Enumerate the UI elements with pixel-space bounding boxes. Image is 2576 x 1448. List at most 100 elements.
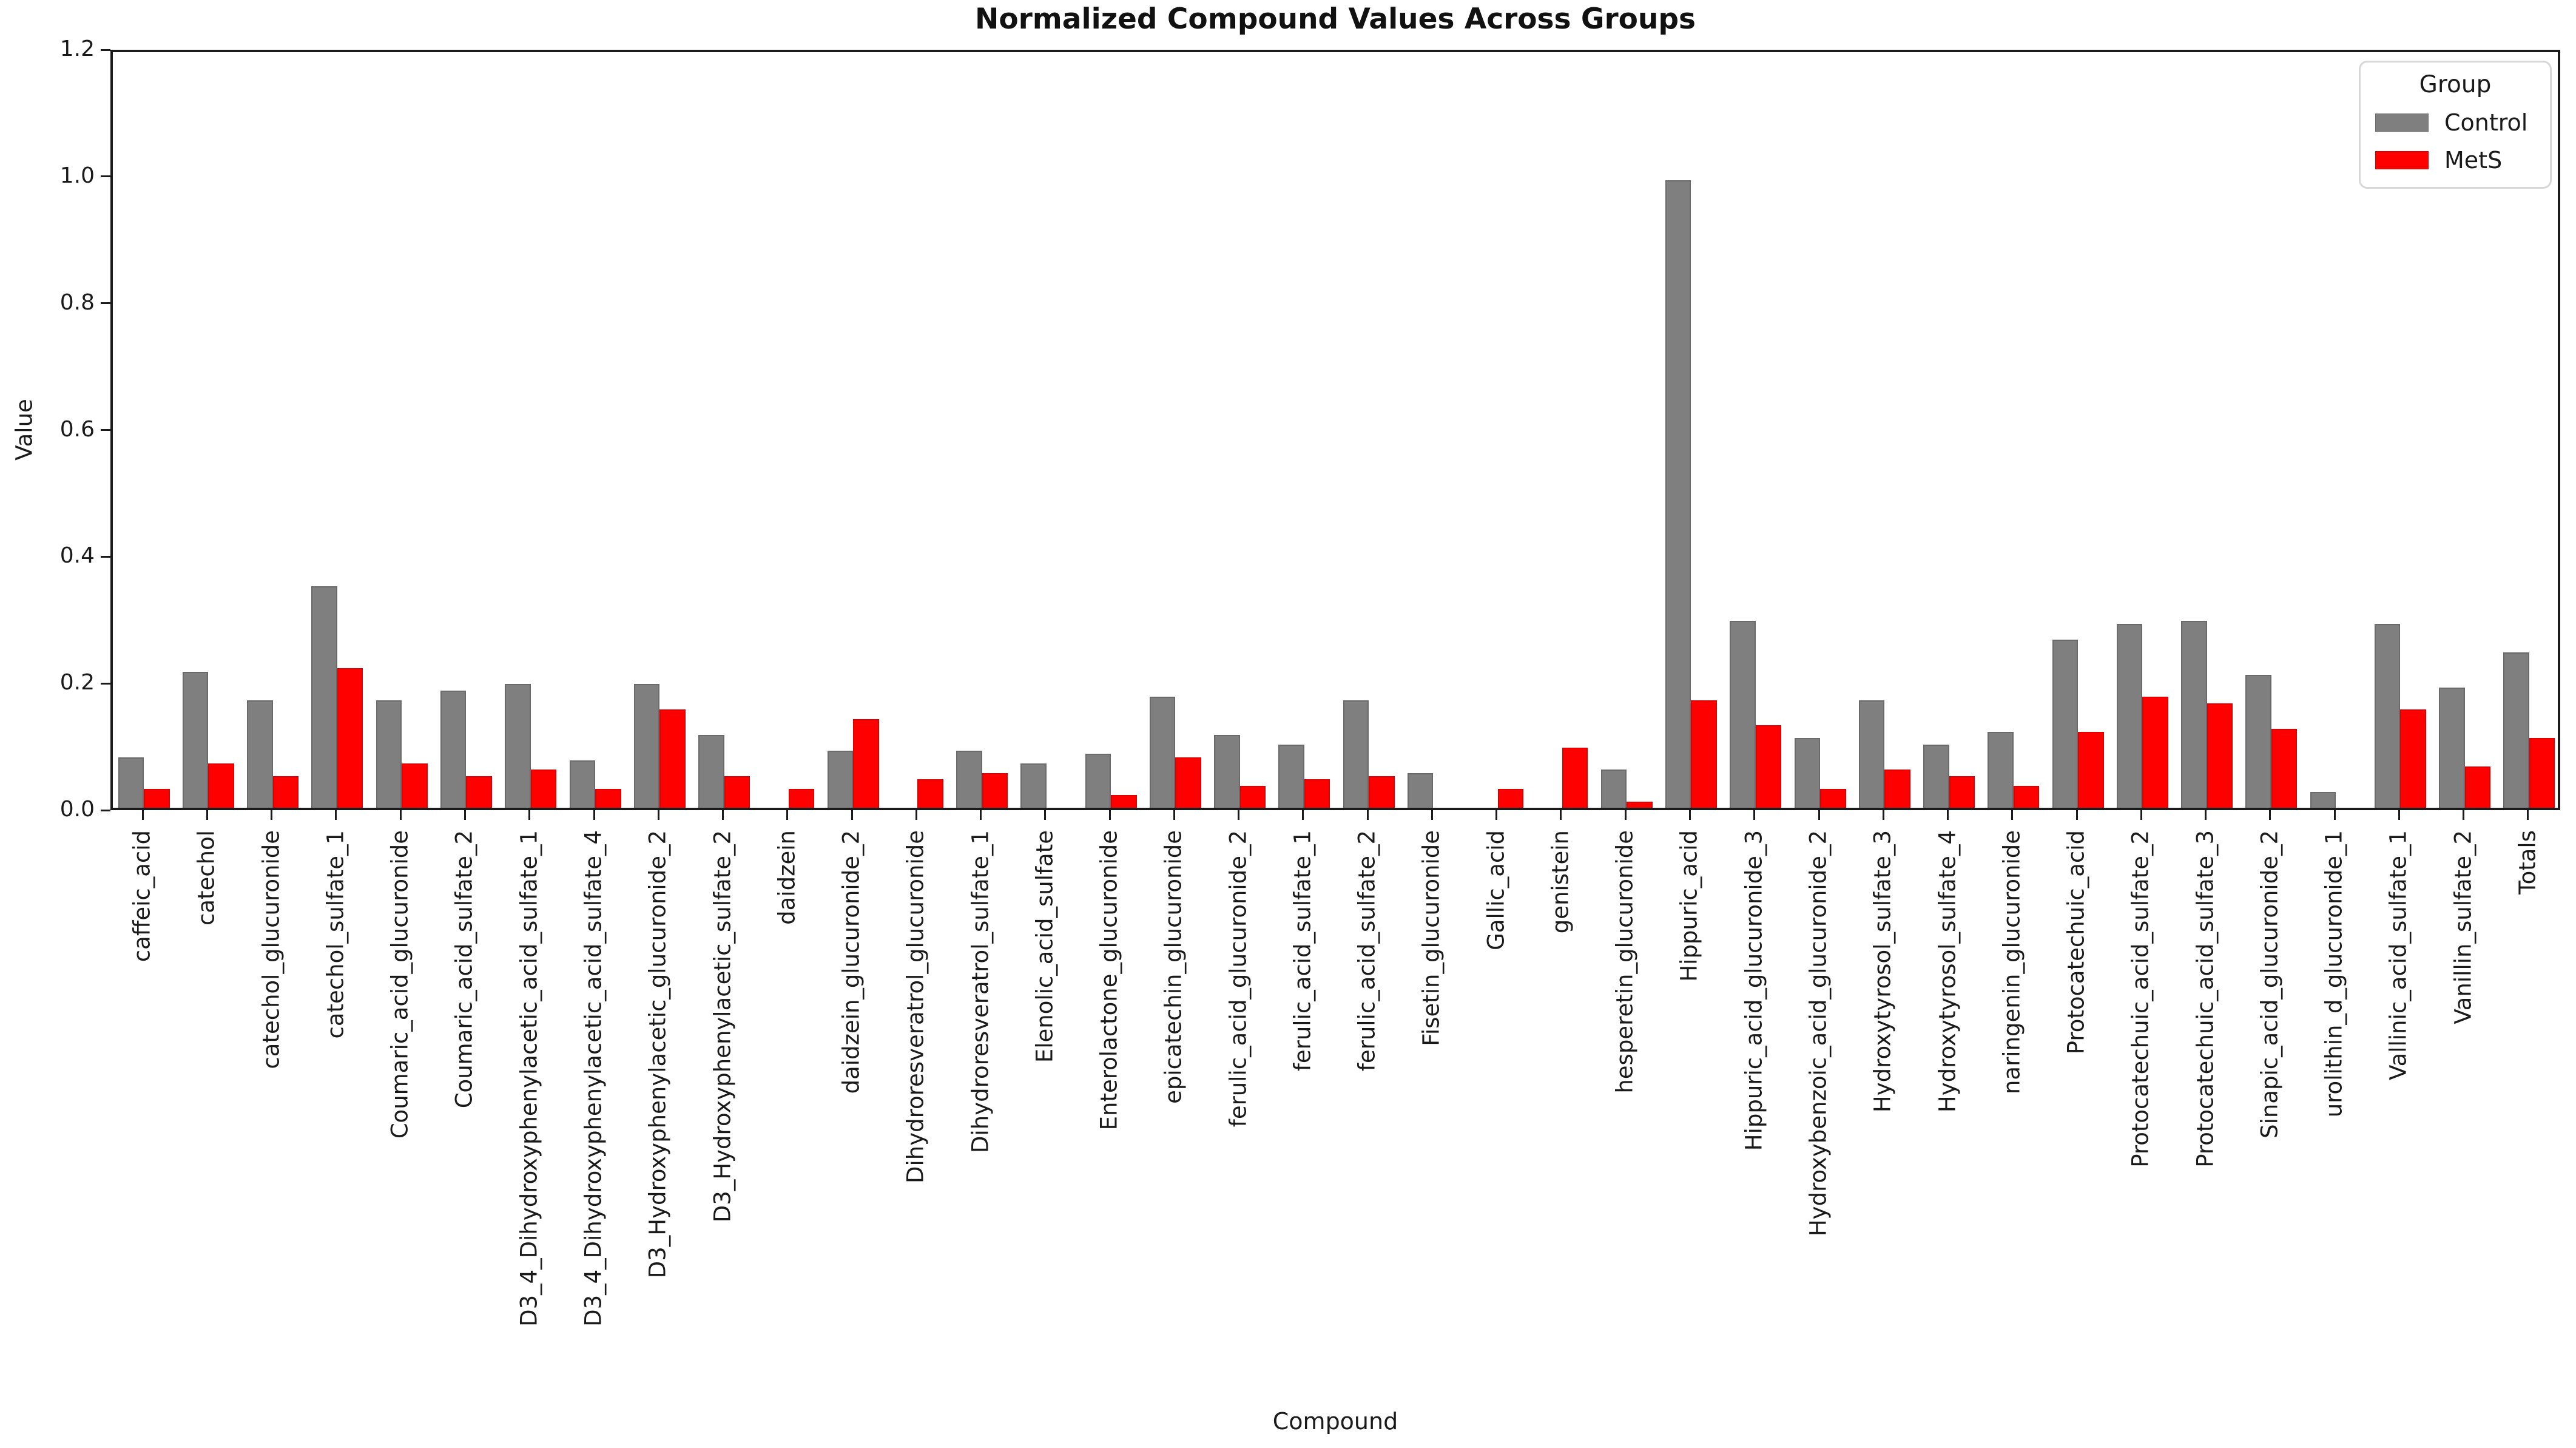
bar-control [1988, 731, 2014, 808]
bar-mets [788, 788, 815, 808]
x-tick-label: Protocatechuic_acid_sulfate_2 [2127, 830, 2154, 1168]
bar-mets [144, 788, 170, 808]
x-tick [2075, 810, 2078, 820]
x-tick-label: Fisetin_glucuronide [1418, 830, 1445, 1046]
y-tick-label: 0.2 [59, 670, 95, 695]
x-tick-label: catechol_sulfate_1 [322, 830, 349, 1039]
y-tick [101, 429, 110, 431]
bar-mets [982, 773, 1008, 808]
bar-control [2181, 621, 2207, 808]
bar-mets [272, 776, 299, 808]
bar-mets [402, 763, 428, 808]
bar-mets [1111, 795, 1137, 808]
y-tick-label: 0.0 [59, 797, 95, 822]
mets-color-swatch [2375, 151, 2429, 169]
bar-control [1149, 697, 1176, 808]
bar-control [2310, 791, 2336, 808]
bar-control [311, 586, 337, 808]
x-tick-label: hesperetin_glucuronide [1611, 830, 1638, 1094]
x-tick-label: caffeic_acid [129, 830, 155, 963]
x-tick-label: Elenolic_acid_sulfate [1031, 830, 1058, 1063]
y-tick [101, 49, 110, 51]
bar-control [1020, 763, 1047, 808]
bar-control [247, 700, 273, 808]
bar-mets [917, 779, 943, 808]
bar-control [1794, 738, 1820, 808]
x-tick [2011, 810, 2014, 820]
x-tick [1366, 810, 1369, 820]
x-tick-label: Hippuric_acid_glucuronide_3 [1741, 830, 1767, 1151]
y-tick [101, 302, 110, 305]
x-tick-label: D3_Hydroxyphenylacetic_sulfate_2 [709, 830, 736, 1223]
bar-mets [1369, 776, 1395, 808]
x-tick [1882, 810, 1884, 820]
bar-control [1278, 744, 1304, 808]
x-tick-label: Totals [2514, 830, 2541, 895]
x-tick [1302, 810, 1304, 820]
bar-control [2245, 674, 2271, 808]
chart-title: Normalized Compound Values Across Groups [974, 2, 1696, 36]
x-tick [2398, 810, 2400, 820]
x-tick-label: ferulic_acid_glucuronide_2 [1225, 830, 1252, 1128]
legend: Group Control MetS [2359, 61, 2552, 189]
bar-control [2116, 624, 2143, 808]
x-tick [1947, 810, 1949, 820]
bar-mets [1239, 785, 1266, 808]
x-tick [1238, 810, 1240, 820]
legend-entry-control: Control [2375, 109, 2535, 136]
x-tick-label: Sinapic_acid_glucuronide_2 [2256, 830, 2283, 1138]
bar-control [1407, 773, 1434, 808]
x-tick [915, 810, 917, 820]
x-tick-label: D3_4_Dihydroxyphenylacetic_acid_sulfate_… [580, 830, 607, 1327]
bar-control [633, 684, 660, 808]
x-tick-label: ferulic_acid_sulfate_1 [1289, 830, 1316, 1072]
bar-control [1858, 700, 1885, 808]
x-tick [2269, 810, 2271, 820]
x-tick-label: epicatechin_glucuronide [1160, 830, 1187, 1104]
x-tick [1173, 810, 1175, 820]
x-tick [1495, 810, 1498, 820]
x-tick-label: catechol_glucuronide [258, 830, 285, 1069]
legend-title: Group [2419, 71, 2492, 98]
bar-mets [1884, 770, 1910, 808]
x-tick-label: Gallic_acid [1483, 830, 1509, 950]
bar-mets [1820, 788, 1846, 808]
x-tick-label: Dihydroresveratrol_glucuronide [902, 830, 929, 1183]
bar-mets [659, 709, 686, 808]
bar-control [505, 684, 531, 808]
x-tick-label: Hydroxybenzoic_acid_glucuronide_2 [1805, 830, 1832, 1237]
bar-mets [1175, 757, 1201, 808]
bar-mets [1755, 725, 1782, 808]
x-tick [786, 810, 789, 820]
x-tick [1431, 810, 1433, 820]
y-tick [101, 175, 110, 178]
x-tick-label: Hippuric_acid [1676, 830, 1702, 982]
bar-control [376, 700, 402, 808]
x-tick-label: daidzein_glucuronide_2 [838, 830, 865, 1094]
x-tick-label: daidzein [774, 830, 800, 925]
bar-control [1730, 621, 1756, 808]
x-tick [2527, 810, 2529, 820]
x-tick-label: Vanillin_sulfate_2 [2450, 830, 2477, 1024]
bar-control [1923, 744, 1949, 808]
x-axis-label: Compound [1272, 1408, 1398, 1435]
bar-mets [2529, 738, 2555, 808]
bar-mets [208, 763, 234, 808]
bar-mets [1949, 776, 1975, 808]
control-color-swatch [2375, 113, 2429, 132]
x-tick [206, 810, 208, 820]
bar-control [440, 690, 467, 808]
bar-control [698, 734, 724, 808]
legend-label-control: Control [2444, 109, 2528, 136]
x-tick-label: Dihydroresveratrol_sulfate_1 [967, 830, 994, 1153]
bar-control [827, 751, 853, 808]
x-tick [399, 810, 402, 820]
x-tick [528, 810, 531, 820]
x-tick [851, 810, 853, 820]
x-tick [335, 810, 337, 820]
bar-mets [466, 776, 492, 808]
x-tick-label: genistein [1547, 830, 1574, 934]
bar-control [118, 757, 144, 808]
x-tick [1688, 810, 1691, 820]
